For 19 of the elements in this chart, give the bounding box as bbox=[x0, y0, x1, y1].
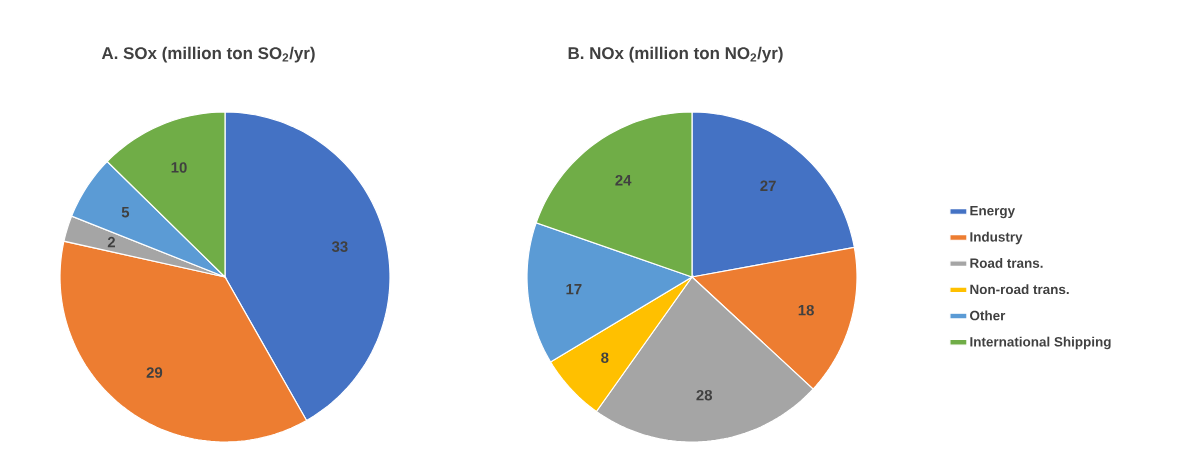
legend-label: Energy bbox=[970, 206, 1016, 219]
data-label: 29 bbox=[146, 367, 163, 378]
data-label: 28 bbox=[696, 389, 713, 401]
chart-title: B. NOx (million ton NO$_{2}$/yr) bbox=[568, 46, 783, 63]
legend-label: Industry bbox=[970, 231, 1023, 245]
chart-title: A. SOx (million ton SO$_{2}$/yr) bbox=[101, 46, 315, 63]
legend-label: Other bbox=[970, 310, 1006, 321]
legend-label: Road trans. bbox=[970, 258, 1043, 268]
data-label: 17 bbox=[566, 284, 582, 295]
legend-label: International Shipping bbox=[970, 336, 1111, 350]
data-label: 33 bbox=[331, 241, 348, 252]
data-label: 10 bbox=[171, 162, 187, 173]
data-label: 8 bbox=[601, 352, 609, 363]
legend-label: Non-road trans. bbox=[970, 284, 1069, 295]
data-label: 18 bbox=[798, 304, 814, 316]
data-label: 27 bbox=[760, 180, 776, 191]
data-label: 2 bbox=[107, 236, 115, 248]
data-label: 5 bbox=[121, 207, 130, 218]
data-label: 24 bbox=[615, 174, 632, 186]
